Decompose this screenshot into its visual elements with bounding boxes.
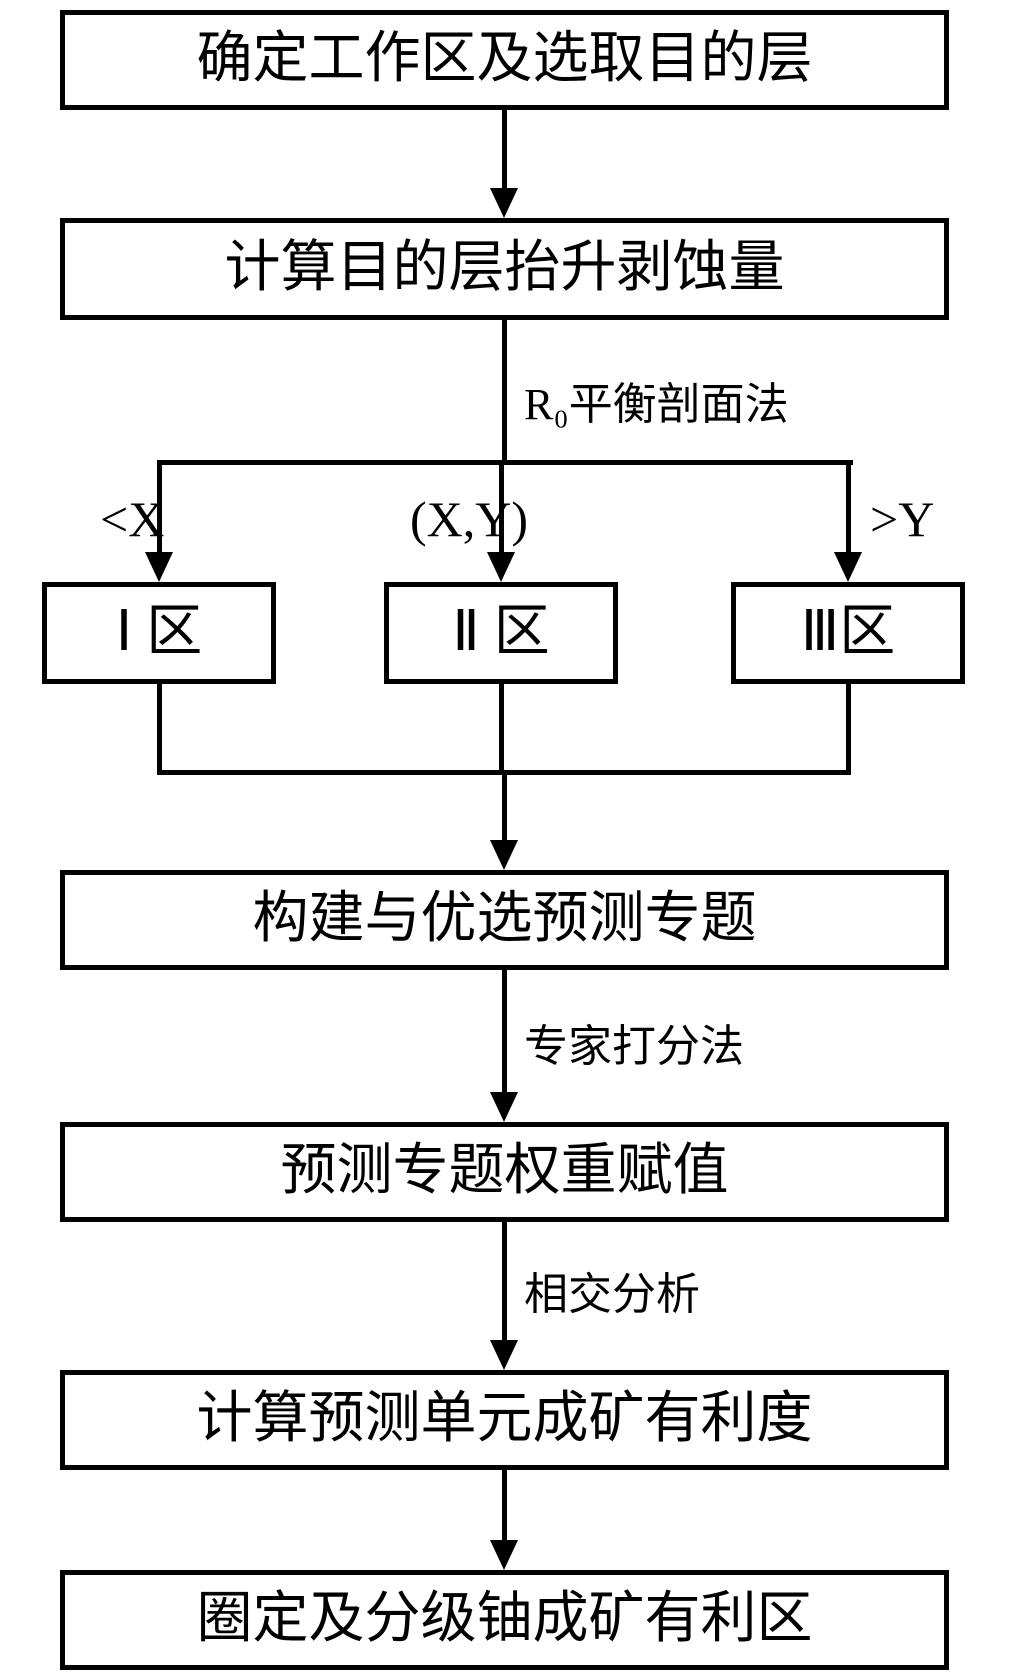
node-step6-label: 计算预测单元成矿有利度 xyxy=(197,1389,813,1451)
edge-split-right-v xyxy=(846,460,851,554)
edge-merge-down xyxy=(502,770,507,842)
edge-n5-n6 xyxy=(502,1222,507,1342)
node-step5: 预测专题权重赋值 xyxy=(60,1122,949,1222)
arrowhead-split-left xyxy=(145,552,173,582)
node-zone2: Ⅱ 区 xyxy=(384,582,618,684)
edge-merge-mid-v xyxy=(499,684,504,775)
edge-n1-n2 xyxy=(502,110,507,190)
node-zone3: Ⅲ区 xyxy=(731,582,965,684)
edge-split-mid-v xyxy=(499,460,504,554)
edge-label-expert: 专家打分法 xyxy=(524,1010,744,1074)
edge-label-r0: R₀平衡剖面法 xyxy=(524,368,789,432)
edge-merge-left-v xyxy=(157,684,162,775)
edge-split-h xyxy=(157,460,853,465)
node-step7: 圈定及分级铀成矿有利区 xyxy=(60,1570,949,1670)
arrowhead-split-right xyxy=(834,552,862,582)
node-step7-label: 圈定及分级铀成矿有利区 xyxy=(197,1589,813,1651)
node-zone2-label: Ⅱ 区 xyxy=(452,602,550,664)
arrowhead-merge xyxy=(490,840,518,870)
edge-label-xy: (X,Y) xyxy=(410,490,528,548)
node-step2-label: 计算目的层抬升剥蚀量 xyxy=(225,238,785,300)
arrowhead-split-mid xyxy=(487,552,515,582)
edge-label-intersect: 相交分析 xyxy=(524,1258,700,1322)
node-zone3-label: Ⅲ区 xyxy=(801,602,896,664)
node-step1-label: 确定工作区及选取目的层 xyxy=(197,29,813,91)
node-step5-label: 预测专题权重赋值 xyxy=(281,1141,729,1203)
node-zone1-label: Ⅰ 区 xyxy=(116,602,203,664)
node-step4: 构建与优选预测专题 xyxy=(60,870,949,970)
node-step6: 计算预测单元成矿有利度 xyxy=(60,1370,949,1470)
node-step4-label: 构建与优选预测专题 xyxy=(253,889,757,951)
node-step2: 计算目的层抬升剥蚀量 xyxy=(60,218,949,320)
edge-label-lessx: <X xyxy=(100,490,164,548)
edge-label-gty: >Y xyxy=(870,490,934,548)
node-zone1: Ⅰ 区 xyxy=(42,582,276,684)
edge-n2-split-v xyxy=(502,320,507,465)
edge-n6-n7 xyxy=(502,1470,507,1542)
arrowhead-n1-n2 xyxy=(490,188,518,218)
edge-n4-n5 xyxy=(502,970,507,1094)
flowchart-container: 确定工作区及选取目的层 计算目的层抬升剥蚀量 Ⅰ 区 Ⅱ 区 Ⅲ区 构建与优选预… xyxy=(0,0,1009,1673)
node-step1: 确定工作区及选取目的层 xyxy=(60,10,949,110)
arrowhead-n4-n5 xyxy=(490,1092,518,1122)
arrowhead-n6-n7 xyxy=(490,1540,518,1570)
arrowhead-n5-n6 xyxy=(490,1340,518,1370)
edge-split-left-v xyxy=(157,460,162,554)
edge-merge-right-v xyxy=(846,684,851,775)
